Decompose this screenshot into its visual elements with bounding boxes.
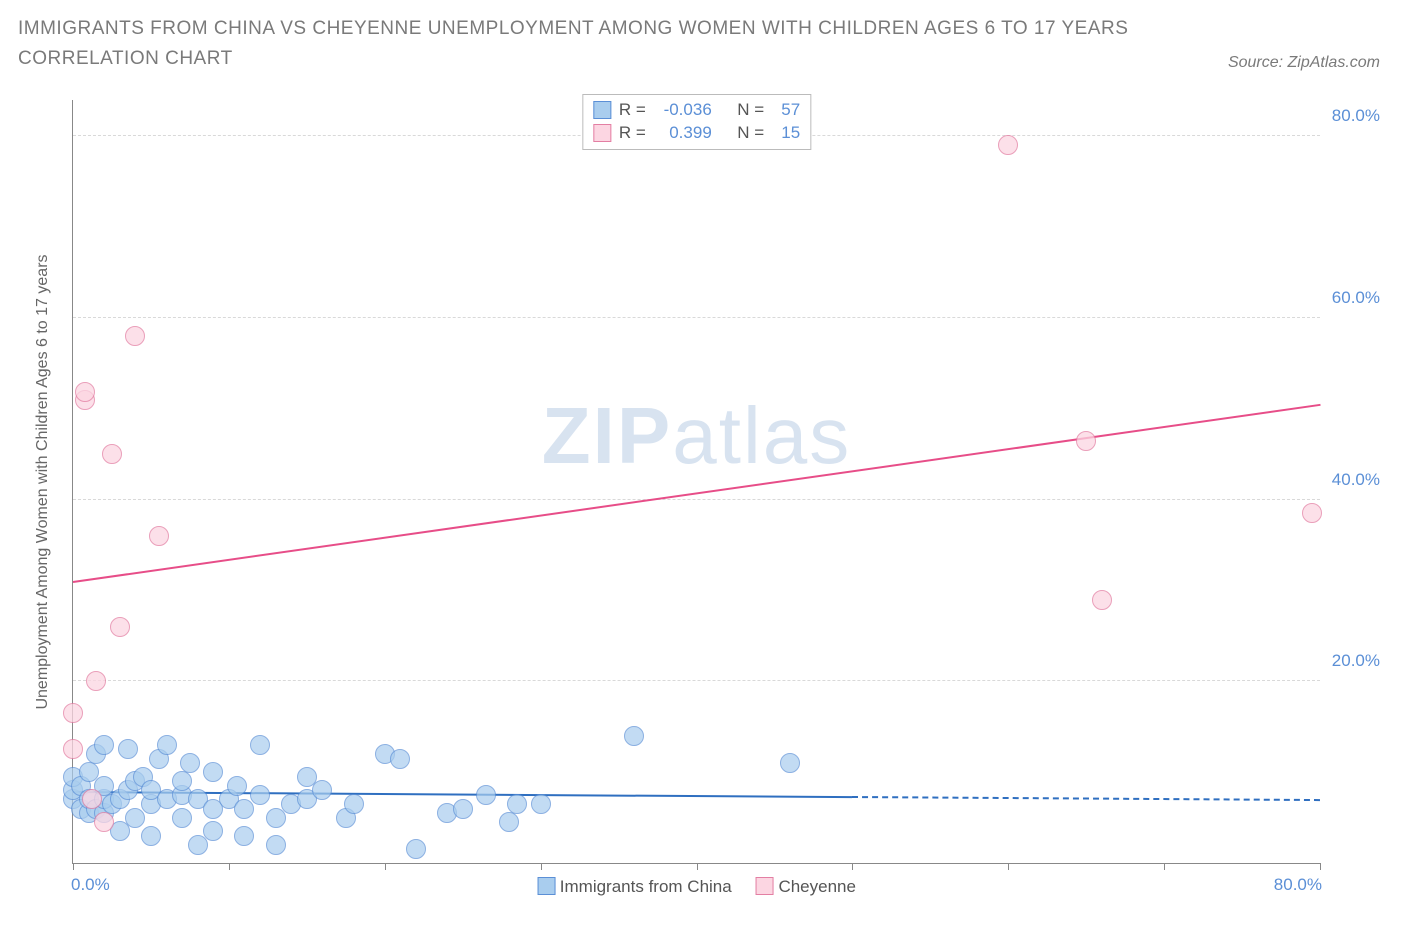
- data-point: [234, 826, 254, 846]
- legend-r-value: -0.036: [654, 99, 712, 122]
- data-point: [157, 735, 177, 755]
- data-point: [82, 789, 102, 809]
- data-point: [250, 785, 270, 805]
- x-tick-mark: [541, 863, 542, 870]
- correlation-legend: R = -0.036 N = 57 R = 0.399 N = 15: [582, 94, 811, 150]
- y-tick-label: 80.0%: [1326, 106, 1380, 126]
- data-point: [63, 739, 83, 759]
- data-point: [624, 726, 644, 746]
- plot-area: ZIPatlas Unemployment Among Women with C…: [72, 100, 1320, 864]
- legend-swatch: [756, 877, 774, 895]
- data-point: [476, 785, 496, 805]
- data-point: [780, 753, 800, 773]
- legend-swatch: [593, 101, 611, 119]
- grid-line: [73, 317, 1320, 318]
- data-point: [312, 780, 332, 800]
- legend-series-label: Cheyenne: [778, 877, 856, 896]
- data-point: [453, 799, 473, 819]
- legend-row: R = -0.036 N = 57: [593, 99, 800, 122]
- y-tick-label: 40.0%: [1326, 470, 1380, 490]
- x-tick-mark: [1164, 863, 1165, 870]
- data-point: [266, 835, 286, 855]
- legend-r-label: R =: [619, 122, 646, 145]
- x-axis-min-label: 0.0%: [71, 875, 110, 895]
- grid-line: [73, 680, 1320, 681]
- data-point: [234, 799, 254, 819]
- legend-swatch: [593, 124, 611, 142]
- data-point: [344, 794, 364, 814]
- data-point: [102, 444, 122, 464]
- legend-swatch: [537, 877, 555, 895]
- x-tick-mark: [73, 863, 74, 870]
- trend-line: [852, 796, 1320, 801]
- x-tick-mark: [1320, 863, 1321, 870]
- legend-item: Cheyenne: [756, 877, 856, 897]
- x-tick-mark: [385, 863, 386, 870]
- data-point: [94, 735, 114, 755]
- data-point: [86, 671, 106, 691]
- data-point: [94, 812, 114, 832]
- y-tick-label: 60.0%: [1326, 288, 1380, 308]
- data-point: [75, 382, 95, 402]
- x-tick-mark: [229, 863, 230, 870]
- legend-r-value: 0.399: [654, 122, 712, 145]
- legend-series-label: Immigrants from China: [560, 877, 732, 896]
- data-point: [1076, 431, 1096, 451]
- legend-n-value: 57: [772, 99, 800, 122]
- legend-row: R = 0.399 N = 15: [593, 122, 800, 145]
- data-point: [180, 753, 200, 773]
- data-point: [141, 826, 161, 846]
- chart-title: IMMIGRANTS FROM CHINA VS CHEYENNE UNEMPL…: [18, 14, 1138, 75]
- data-point: [531, 794, 551, 814]
- data-point: [998, 135, 1018, 155]
- trend-line: [73, 404, 1320, 583]
- legend-r-label: R =: [619, 99, 646, 122]
- data-point: [250, 735, 270, 755]
- data-point: [118, 739, 138, 759]
- data-point: [499, 812, 519, 832]
- legend-n-label: N =: [737, 122, 764, 145]
- legend-item: Immigrants from China: [537, 877, 732, 897]
- legend-n-label: N =: [737, 99, 764, 122]
- data-point: [125, 326, 145, 346]
- chart-container: ZIPatlas Unemployment Among Women with C…: [18, 90, 1386, 910]
- x-axis-max-label: 80.0%: [1274, 875, 1322, 895]
- x-tick-mark: [852, 863, 853, 870]
- data-point: [203, 821, 223, 841]
- watermark: ZIPatlas: [542, 390, 851, 482]
- data-point: [63, 703, 83, 723]
- data-point: [110, 617, 130, 637]
- legend-n-value: 15: [772, 122, 800, 145]
- grid-line: [73, 499, 1320, 500]
- data-point: [125, 808, 145, 828]
- data-point: [1092, 590, 1112, 610]
- data-point: [406, 839, 426, 859]
- data-point: [507, 794, 527, 814]
- x-tick-mark: [1008, 863, 1009, 870]
- data-point: [227, 776, 247, 796]
- data-point: [203, 762, 223, 782]
- x-tick-mark: [697, 863, 698, 870]
- data-point: [149, 526, 169, 546]
- data-point: [172, 771, 192, 791]
- y-axis-title: Unemployment Among Women with Children A…: [34, 254, 52, 709]
- series-legend: Immigrants from China Cheyenne: [537, 877, 856, 897]
- data-point: [172, 808, 192, 828]
- data-point: [390, 749, 410, 769]
- data-point: [188, 835, 208, 855]
- y-tick-label: 20.0%: [1326, 651, 1380, 671]
- data-point: [1302, 503, 1322, 523]
- source-attribution: Source: ZipAtlas.com: [1228, 54, 1380, 72]
- data-point: [266, 808, 286, 828]
